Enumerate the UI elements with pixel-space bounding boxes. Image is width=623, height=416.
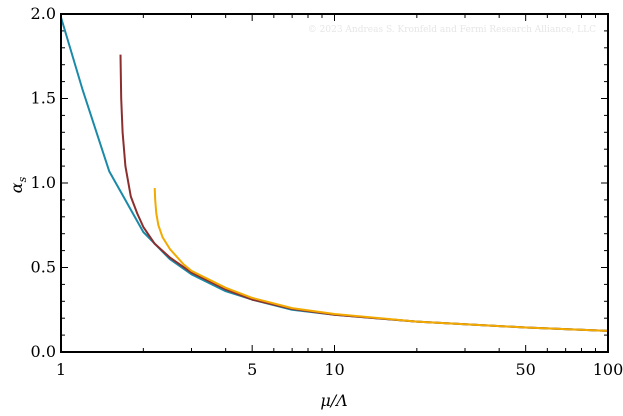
y-axis-label-main: α — [7, 182, 26, 193]
series-line-3 — [153, 188, 609, 332]
y-tick-label: 1.0 — [31, 173, 56, 192]
y-tick-label: 0.5 — [31, 258, 56, 277]
x-tick-labels: 1 5 10 50 100 — [56, 360, 623, 379]
x-tick-label: 10 — [324, 360, 344, 379]
tick-marks — [60, 13, 609, 353]
y-tick-label: 2.0 — [31, 4, 56, 23]
x-tick-label: 50 — [515, 360, 535, 379]
x-tick-label: 1 — [56, 360, 66, 379]
y-axis-label: αs — [7, 176, 29, 193]
y-tick-labels: 0.0 0.5 1.0 1.5 2.0 — [31, 4, 56, 361]
x-axis-label: μ/Λ — [320, 391, 347, 410]
series-lines — [60, 17, 609, 332]
x-tick-label: 5 — [247, 360, 257, 379]
y-tick-label: 0.0 — [31, 342, 56, 361]
y-tick-label: 1.5 — [31, 89, 56, 108]
y-axis-label-sub: s — [16, 176, 29, 182]
watermark: © 2023 Andreas S. Kronfeld and Fermi Res… — [308, 25, 596, 35]
x-tick-label: 100 — [593, 360, 623, 379]
plot-frame — [60, 13, 609, 353]
series-line-1 — [60, 17, 609, 332]
series-line-2 — [119, 54, 609, 332]
